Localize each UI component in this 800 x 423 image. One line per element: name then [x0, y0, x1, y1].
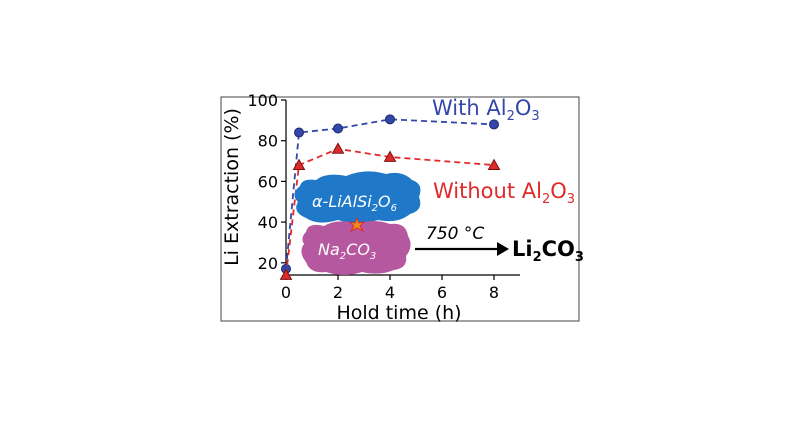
product-main: Li	[512, 237, 533, 261]
y-tick-label: 60	[258, 172, 278, 191]
y-tick-label: 40	[258, 213, 278, 232]
reactant1-blob	[294, 171, 421, 223]
label-with-al2o3-o: O	[515, 96, 532, 120]
product-label: Li2CO3	[512, 237, 584, 265]
product-sub1: 2	[533, 250, 542, 265]
x-tick-label: 8	[489, 283, 499, 302]
reactant2-co: CO	[346, 240, 370, 259]
label-without-al2o3-sub2: 3	[567, 192, 575, 207]
reactant1-sub2: 6	[391, 203, 397, 214]
y-ticks: 20 40 60 80 100	[247, 91, 286, 273]
data-point-with	[385, 114, 395, 125]
product-co: CO	[542, 237, 575, 261]
label-without-al2o3: Without Al2O3	[433, 179, 575, 207]
series-without	[279, 142, 501, 280]
x-tick-label: 0	[281, 283, 291, 302]
x-tick-label: 4	[385, 283, 395, 302]
reaction-arrowhead-icon	[497, 242, 509, 256]
reactant1-label: α-LiAlSi2O6	[312, 192, 397, 214]
figure-frame	[220, 96, 580, 322]
label-with-al2o3: With Al2O3	[432, 96, 540, 124]
product-sub2: 3	[575, 250, 584, 265]
data-point-without	[331, 142, 345, 154]
data-point-without	[292, 158, 306, 171]
reactant1-o: O	[378, 192, 391, 211]
series-layer	[279, 114, 501, 280]
reactant2-sub1: 2	[340, 251, 346, 262]
y-tick-label: 80	[258, 132, 278, 151]
label-with-al2o3-main: With Al	[432, 96, 507, 120]
data-point-without	[279, 268, 293, 280]
x-tick-label: 2	[333, 283, 343, 302]
x-axis-label: Hold time (h)	[336, 302, 461, 324]
reactant2-main: Na	[318, 240, 340, 259]
reactant2-blob	[301, 221, 411, 275]
data-point-with	[333, 123, 343, 134]
y-tick-label: 20	[258, 254, 278, 273]
reaction-condition: 750 °C	[426, 224, 484, 244]
data-point-without	[383, 150, 397, 162]
data-point-with	[294, 127, 304, 138]
reactant2-label: Na2CO3	[318, 240, 376, 262]
series-line-with	[285, 118, 495, 269]
reactant1-sub1: 2	[372, 203, 378, 214]
x-ticks: 0 2 4 6 8	[281, 275, 499, 302]
label-without-al2o3-main: Without Al	[433, 179, 542, 203]
label-without-al2o3-sub1: 2	[542, 192, 550, 207]
reaction-inset: α-LiAlSi2O6 Na2CO3 750 °C Li2CO3	[294, 171, 584, 275]
data-point-with	[489, 119, 499, 130]
series-with	[281, 114, 499, 274]
x-tick-label: 6	[437, 283, 447, 302]
label-with-al2o3-sub2: 3	[531, 109, 539, 124]
data-point-without	[487, 158, 501, 171]
reactant2-sub2: 3	[370, 251, 376, 262]
reactant1-main: α-LiAlSi	[312, 192, 372, 211]
y-axis-label: Li Extraction (%)	[221, 108, 243, 266]
y-tick-label: 100	[247, 91, 278, 110]
label-without-al2o3-o: O	[550, 179, 567, 203]
spark-icon	[348, 216, 366, 232]
label-with-al2o3-sub1: 2	[507, 109, 515, 124]
